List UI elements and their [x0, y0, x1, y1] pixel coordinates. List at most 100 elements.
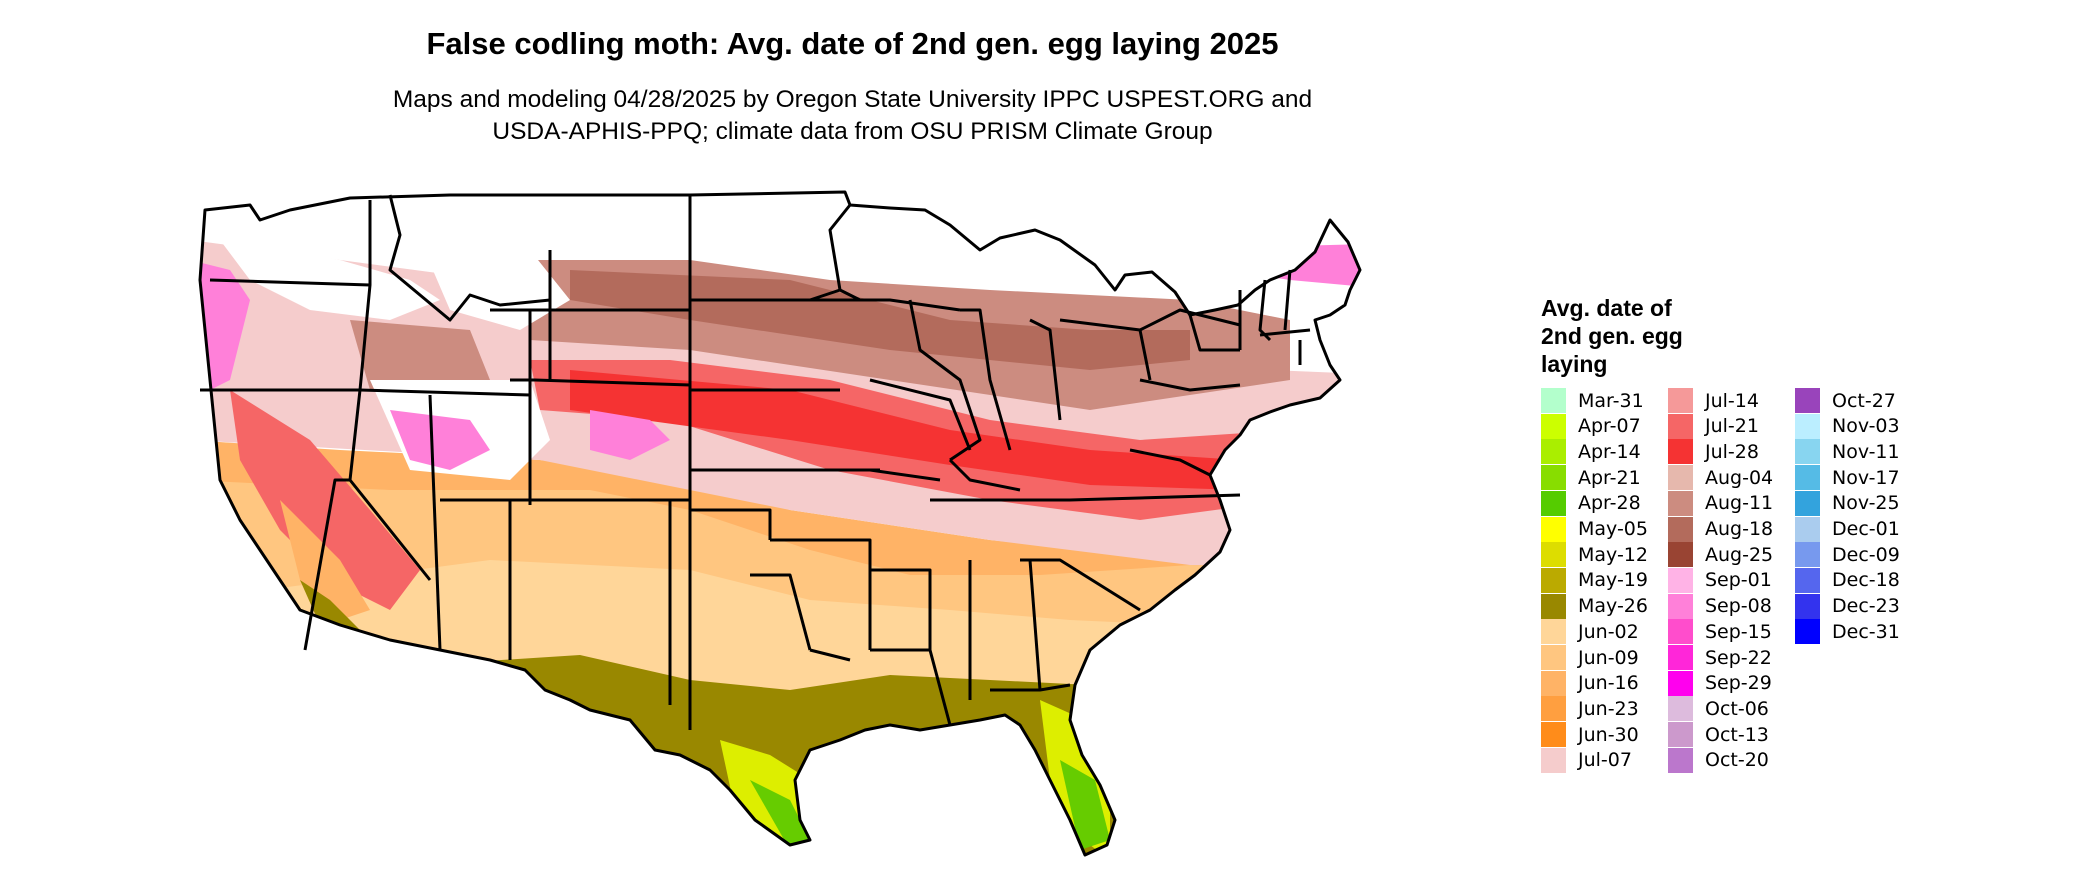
legend-label: Dec-01	[1832, 518, 1900, 540]
subtitle-line-1: Maps and modeling 04/28/2025 by Oregon S…	[392, 86, 1313, 113]
legend-swatch	[1668, 439, 1693, 465]
legend-label: May-05	[1578, 518, 1648, 540]
legend-item: Nov-17	[1795, 465, 1900, 491]
legend-label: May-26	[1578, 595, 1648, 618]
legend-item: Apr-14	[1541, 439, 1641, 465]
legend-label: Nov-17	[1832, 466, 1900, 489]
legend-item: Dec-31	[1795, 619, 1900, 645]
state-boundaries	[198, 190, 1362, 857]
legend-label: Oct-06	[1705, 697, 1769, 720]
legend-swatch	[1668, 465, 1693, 491]
legend-swatch	[1541, 516, 1566, 542]
legend-item: Jul-14	[1668, 388, 1759, 413]
legend-item: Jun-23	[1541, 696, 1639, 722]
legend-label: Oct-13	[1705, 723, 1769, 746]
legend-swatch	[1668, 413, 1693, 439]
legend-label: Dec-23	[1832, 595, 1900, 618]
legend-swatch	[1541, 567, 1566, 593]
legend-label: Jun-23	[1578, 697, 1639, 720]
legend-item: Nov-11	[1795, 439, 1900, 465]
legend-swatch	[1795, 490, 1820, 516]
legend-label: Oct-20	[1705, 749, 1769, 772]
legend-label: Dec-09	[1832, 543, 1900, 566]
legend-label: Dec-18	[1832, 569, 1900, 592]
legend-swatch	[1795, 388, 1820, 413]
legend-item: Oct-06	[1668, 696, 1769, 722]
legend-swatch	[1795, 413, 1820, 439]
legend-item: Jun-30	[1541, 722, 1639, 748]
legend-item: May-19	[1541, 567, 1648, 593]
legend-label: Aug-11	[1705, 492, 1774, 515]
legend-swatch	[1668, 516, 1693, 542]
legend-label: Oct-27	[1832, 389, 1896, 412]
legend-swatch	[1795, 619, 1820, 645]
legend-label: Sep-01	[1705, 569, 1772, 592]
legend-item: Oct-20	[1668, 747, 1769, 773]
legend-swatch	[1541, 747, 1566, 773]
legend-item: Jun-16	[1541, 670, 1639, 696]
legend-item: Aug-25	[1668, 542, 1773, 568]
legend-item: Apr-21	[1541, 465, 1641, 491]
legend-label: Sep-22	[1705, 646, 1772, 669]
legend-item: Sep-15	[1668, 619, 1772, 645]
legend-item: Aug-04	[1668, 465, 1773, 491]
map-subtitle: Maps and modeling 04/28/2025 by Oregon S…	[0, 84, 1705, 148]
legend-item: Oct-13	[1668, 722, 1769, 748]
legend-label: May-19	[1578, 569, 1648, 592]
legend-swatch	[1668, 696, 1693, 722]
legend-label: Nov-11	[1832, 440, 1900, 463]
legend-item: Sep-01	[1668, 567, 1772, 593]
legend-label: Jun-16	[1578, 672, 1639, 695]
legend-item: Jul-28	[1668, 439, 1759, 465]
legend-item: Jun-09	[1541, 645, 1639, 670]
legend-item: Jul-21	[1668, 413, 1759, 439]
legend-swatch	[1541, 413, 1566, 439]
legend-label: Jul-28	[1705, 440, 1759, 463]
legend-item: May-05	[1541, 516, 1648, 542]
legend-title-line-1: Avg. date of	[1541, 295, 1672, 321]
legend-item: Nov-03	[1795, 413, 1900, 439]
legend-item: Jul-07	[1541, 747, 1632, 773]
legend-label: Sep-15	[1705, 620, 1772, 643]
legend-label: Apr-28	[1578, 492, 1641, 515]
legend-swatch	[1668, 722, 1693, 748]
legend-swatch	[1541, 542, 1566, 568]
legend-label: Nov-03	[1832, 415, 1900, 438]
legend-swatch	[1795, 542, 1820, 568]
map-title: False codling moth: Avg. date of 2nd gen…	[426, 26, 1279, 61]
legend-label: Apr-21	[1578, 466, 1641, 489]
legend-label: Jun-02	[1578, 620, 1639, 643]
legend-swatch	[1541, 670, 1566, 696]
legend-swatch	[1668, 542, 1693, 568]
legend-item: Jun-02	[1541, 619, 1639, 645]
legend-swatch	[1795, 567, 1820, 593]
legend-swatch	[1668, 490, 1693, 516]
legend-item: May-12	[1541, 542, 1648, 568]
legend-swatch	[1668, 670, 1693, 696]
legend-swatch	[1541, 465, 1566, 491]
legend-item: Sep-08	[1668, 593, 1772, 619]
legend-title-line-3: laying	[1541, 351, 1608, 377]
legend-swatch	[1668, 619, 1693, 645]
legend-item: Mar-31	[1541, 388, 1644, 413]
legend-swatch	[1541, 490, 1566, 516]
legend-item: Apr-28	[1541, 490, 1641, 516]
legend-swatch	[1541, 722, 1566, 748]
legend-label: Apr-14	[1578, 440, 1641, 463]
legend-item: Dec-23	[1795, 593, 1900, 619]
legend-item: Sep-22	[1668, 645, 1772, 670]
legend-swatch	[1668, 388, 1693, 413]
legend-swatch	[1541, 593, 1566, 619]
legend-swatch	[1541, 645, 1566, 670]
us-degree-day-map	[198, 190, 1362, 857]
legend-swatch	[1541, 388, 1566, 413]
legend-swatch	[1795, 465, 1820, 491]
phenology-fill	[200, 192, 1360, 855]
legend-item: Apr-07	[1541, 413, 1641, 439]
legend-label: Apr-07	[1578, 415, 1641, 438]
legend-item: Dec-01	[1795, 516, 1900, 542]
legend-swatch	[1795, 593, 1820, 619]
legend-item: Sep-29	[1668, 670, 1772, 696]
legend-label: Jul-21	[1705, 415, 1759, 438]
legend-label: May-12	[1578, 543, 1648, 566]
